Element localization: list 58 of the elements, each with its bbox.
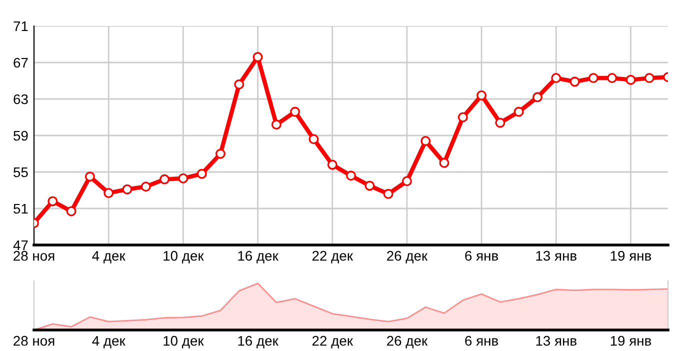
x-tick-label: 4 дек [92, 336, 126, 348]
x-tick-label: 19 янв [610, 336, 652, 346]
point [514, 106, 524, 117]
x-tick-label: 28 ноя [14, 336, 54, 346]
point [290, 106, 300, 117]
point [271, 120, 282, 130]
point [383, 188, 394, 199]
y-tick-label: 51 [14, 204, 28, 214]
x-tick-label: 13 янв [536, 250, 576, 261]
point [644, 73, 654, 84]
point [626, 74, 636, 85]
x-tick-label: 10 дек [164, 336, 204, 348]
point [196, 168, 207, 179]
point [570, 76, 580, 87]
x-tick-label: 10 дек [164, 250, 204, 264]
x-tick-label: 6 янв [465, 336, 498, 346]
y-tick-label: 55 [14, 167, 28, 178]
point [402, 176, 412, 186]
point [495, 118, 506, 128]
point [308, 134, 319, 144]
y-tick-label: 63 [14, 94, 28, 104]
x-tick-label: 19 янв [610, 250, 652, 261]
x-tick-label: 22 дек [312, 250, 354, 264]
x-tick-label: 26 дек [387, 250, 428, 264]
y-tick-label: 59 [14, 130, 28, 141]
point [420, 136, 431, 146]
x-tick-label: 28 ноя [14, 250, 54, 261]
point [588, 73, 598, 84]
point [215, 148, 226, 159]
point [104, 188, 114, 198]
point [48, 196, 58, 206]
y-tick-label: 67 [14, 58, 28, 68]
point [551, 73, 562, 84]
y-tick-label: 47 [13, 240, 28, 250]
x-tick-label: 26 дек [387, 336, 428, 348]
point [532, 92, 542, 102]
point [439, 158, 450, 168]
point [458, 112, 468, 122]
point [252, 52, 263, 62]
point [140, 182, 151, 192]
point [160, 174, 170, 184]
point [234, 79, 244, 90]
x-tick-label: 4 дек [92, 251, 126, 264]
y-tick-label: 71 [14, 21, 28, 32]
x-tick-label: 16 дек [238, 336, 278, 348]
point [122, 184, 132, 194]
x-tick-label: 13 янв [536, 336, 576, 346]
x-tick-label: 22 дек [312, 336, 354, 348]
x-tick-label: 6 янв [465, 250, 498, 261]
point [607, 73, 618, 84]
point [476, 90, 487, 100]
point [178, 173, 188, 184]
point [84, 172, 95, 182]
point [327, 160, 338, 170]
point [364, 180, 375, 191]
point [66, 206, 76, 216]
point [346, 170, 356, 181]
x-tick-label: 16 дек [238, 250, 278, 264]
